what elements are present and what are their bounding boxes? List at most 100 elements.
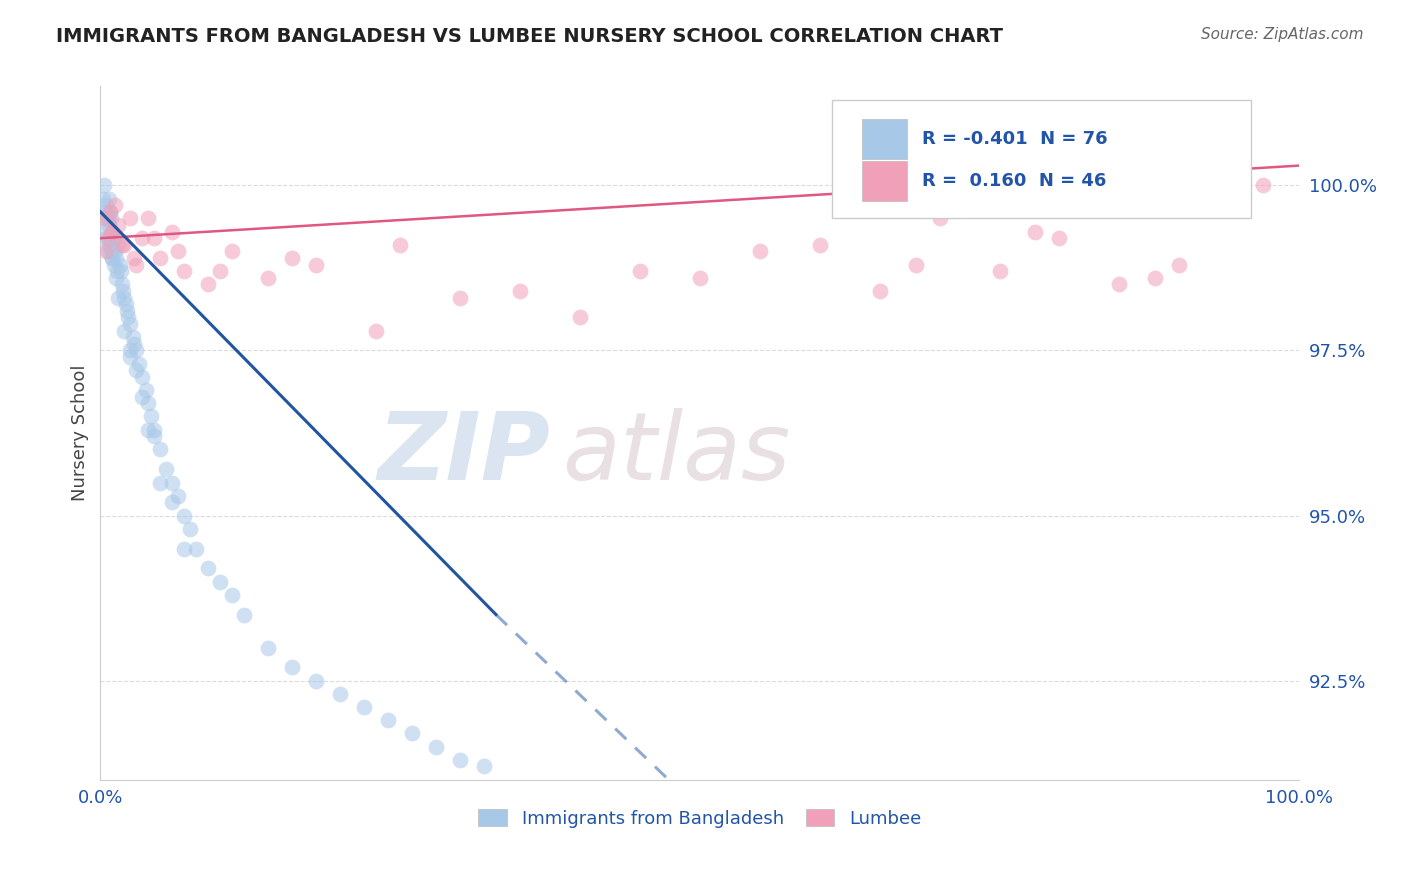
Point xyxy=(1227,165,1250,179)
Point xyxy=(101,251,124,265)
Point xyxy=(112,237,135,252)
Point xyxy=(103,231,125,245)
Point xyxy=(197,561,219,575)
Point xyxy=(96,211,118,226)
Point xyxy=(472,759,495,773)
Point xyxy=(104,251,127,265)
Point xyxy=(121,330,143,344)
Point xyxy=(233,607,256,622)
Point xyxy=(1251,178,1274,193)
Point xyxy=(120,211,142,226)
Point xyxy=(257,640,280,655)
Point xyxy=(120,350,142,364)
Point xyxy=(108,258,131,272)
Point xyxy=(120,343,142,358)
Point xyxy=(329,687,352,701)
Point xyxy=(869,284,891,298)
Text: R = -0.401  N = 76: R = -0.401 N = 76 xyxy=(921,130,1107,148)
Point xyxy=(143,231,166,245)
Point xyxy=(122,336,145,351)
Point xyxy=(97,218,120,232)
Point xyxy=(93,211,115,226)
Point xyxy=(149,442,172,457)
Point xyxy=(173,264,195,278)
Point xyxy=(988,264,1011,278)
Text: Source: ZipAtlas.com: Source: ZipAtlas.com xyxy=(1201,27,1364,42)
Point xyxy=(107,237,129,252)
Point xyxy=(173,541,195,556)
Point xyxy=(305,258,328,272)
Point xyxy=(98,204,121,219)
Point xyxy=(449,291,471,305)
Point xyxy=(114,297,136,311)
Point xyxy=(128,357,150,371)
Point xyxy=(928,211,950,226)
Point xyxy=(197,277,219,292)
Point xyxy=(117,310,139,325)
Point xyxy=(155,462,177,476)
Point xyxy=(125,258,148,272)
Point xyxy=(101,225,124,239)
Point xyxy=(209,264,232,278)
Point xyxy=(139,409,162,424)
Point xyxy=(136,396,159,410)
Point xyxy=(748,244,770,259)
Point xyxy=(162,475,184,490)
Point xyxy=(122,251,145,265)
Point xyxy=(173,508,195,523)
Point xyxy=(149,251,172,265)
Point xyxy=(808,237,831,252)
Point xyxy=(257,270,280,285)
Point xyxy=(98,204,121,219)
Point xyxy=(94,225,117,239)
Point xyxy=(112,291,135,305)
Point xyxy=(96,244,118,259)
Point xyxy=(425,739,447,754)
Point xyxy=(162,225,184,239)
Point xyxy=(131,231,153,245)
Point xyxy=(1168,258,1191,272)
Text: atlas: atlas xyxy=(562,409,790,500)
Point xyxy=(353,700,375,714)
Point xyxy=(100,244,122,259)
Point xyxy=(107,291,129,305)
Point xyxy=(103,258,125,272)
Point xyxy=(401,726,423,740)
Point xyxy=(904,258,927,272)
Point xyxy=(101,225,124,239)
Point xyxy=(91,192,114,206)
Point xyxy=(104,244,127,259)
Point xyxy=(1049,231,1071,245)
Point xyxy=(101,251,124,265)
Point xyxy=(98,231,121,245)
Point xyxy=(115,303,138,318)
Point xyxy=(94,204,117,219)
Point xyxy=(96,231,118,245)
Point xyxy=(281,251,304,265)
FancyBboxPatch shape xyxy=(862,119,907,159)
Y-axis label: Nursery School: Nursery School xyxy=(72,365,89,501)
Point xyxy=(179,522,201,536)
Point xyxy=(449,753,471,767)
Point xyxy=(167,489,190,503)
Point xyxy=(125,363,148,377)
Point xyxy=(143,429,166,443)
Point xyxy=(100,211,122,226)
Point xyxy=(281,660,304,674)
Point xyxy=(221,588,243,602)
Point xyxy=(131,390,153,404)
Point xyxy=(305,673,328,688)
Point xyxy=(112,284,135,298)
Point xyxy=(135,383,157,397)
Point xyxy=(186,541,208,556)
Point xyxy=(167,244,190,259)
Point xyxy=(93,178,115,193)
Legend: Immigrants from Bangladesh, Lumbee: Immigrants from Bangladesh, Lumbee xyxy=(472,804,927,833)
Point xyxy=(96,244,118,259)
Point xyxy=(111,237,134,252)
Text: R =  0.160  N = 46: R = 0.160 N = 46 xyxy=(921,171,1107,190)
Point xyxy=(96,231,118,245)
Point xyxy=(125,343,148,358)
Point xyxy=(1108,277,1130,292)
Point xyxy=(101,225,124,239)
